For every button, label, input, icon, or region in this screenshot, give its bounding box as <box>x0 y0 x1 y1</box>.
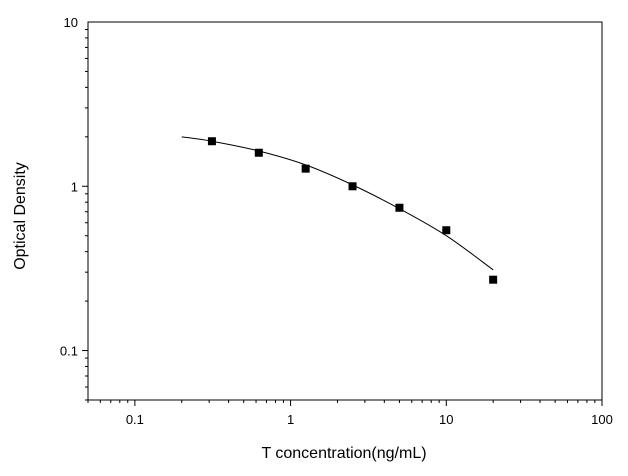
data-point <box>254 148 263 157</box>
plot-border <box>87 21 603 401</box>
data-point <box>395 203 404 212</box>
fit-curve-layer <box>181 136 494 271</box>
data-point <box>348 182 357 191</box>
data-point <box>207 137 216 146</box>
x-tick-label: 100 <box>591 412 613 427</box>
y-tick-label: 10 <box>64 15 78 30</box>
x-tick-label: 0.1 <box>126 412 144 427</box>
data-point <box>489 275 498 284</box>
plot-frame <box>87 21 603 401</box>
data-points-layer <box>207 137 498 284</box>
data-point <box>442 226 451 235</box>
y-axis-ticks: 0.1 1 10 <box>60 15 88 401</box>
y-tick-label: 1 <box>71 179 78 194</box>
x-axis-title: T concentration(ng/mL) <box>261 445 426 462</box>
x-tick-label: 10 <box>439 412 453 427</box>
x-tick-label: 1 <box>287 412 294 427</box>
fit-curve <box>181 136 494 271</box>
y-tick-label: 0.1 <box>60 344 78 359</box>
x-axis-ticks: 0.1 1 10 100 <box>87 400 613 427</box>
y-axis-title: Optical Density <box>12 162 29 270</box>
data-point <box>301 164 310 173</box>
